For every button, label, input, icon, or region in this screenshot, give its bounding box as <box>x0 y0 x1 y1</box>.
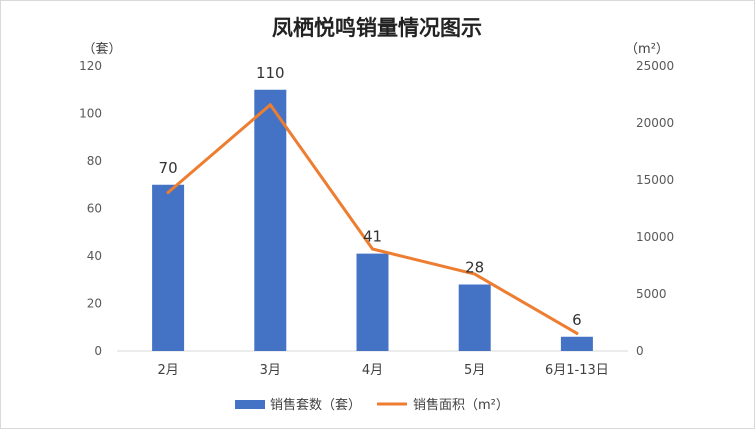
legend-bar-label: 销售套数（套） <box>270 397 361 413</box>
bar <box>254 89 287 351</box>
legend-bar-swatch <box>235 400 265 409</box>
line-point <box>575 331 579 335</box>
y-left-tick-label: 40 <box>87 249 102 263</box>
x-category-label: 6月1-13日 <box>545 363 609 378</box>
x-category-label: 2月 <box>157 363 178 378</box>
line-point <box>268 103 272 107</box>
bar <box>356 253 389 351</box>
y-right-axis: 0 5000 10000 15000 20000 25000 <box>636 59 674 358</box>
line-series <box>166 103 579 335</box>
y-right-tick-label: 15000 <box>636 173 674 187</box>
bar-data-label: 41 <box>363 228 382 246</box>
bar-data-labels: 70 110 41 28 6 <box>159 64 582 329</box>
y-right-tick-label: 5000 <box>636 287 667 301</box>
bar-series <box>152 89 593 351</box>
y-right-tick-label: 25000 <box>636 59 674 73</box>
x-axis-categories: 2月 3月 4月 5月 6月1-13日 <box>157 363 608 378</box>
bar-data-label: 110 <box>256 64 285 82</box>
y-left-tick-label: 120 <box>79 59 102 73</box>
bar <box>458 284 491 351</box>
bar-data-label: 28 <box>465 259 484 277</box>
bar <box>152 184 185 351</box>
y-left-tick-label: 60 <box>87 202 102 216</box>
line-point <box>166 191 170 195</box>
x-category-label: 5月 <box>464 363 485 378</box>
y-right-unit: （m²） <box>625 42 669 57</box>
y-left-unit: （套） <box>82 41 121 57</box>
y-left-tick-label: 80 <box>87 154 102 168</box>
bar <box>560 336 593 351</box>
y-left-tick-label: 100 <box>79 107 102 121</box>
x-category-label: 4月 <box>362 363 383 378</box>
y-right-tick-label: 20000 <box>636 116 674 130</box>
chart-title: 凤栖悦鸣销量情况图示 <box>272 15 482 40</box>
x-category-label: 3月 <box>260 363 281 378</box>
line-point <box>371 247 374 251</box>
y-left-tick-label: 0 <box>94 344 102 358</box>
y-right-tick-label: 10000 <box>636 230 674 244</box>
y-left-tick-label: 20 <box>87 297 102 311</box>
y-left-axis: 0 20 40 60 80 100 120 <box>79 59 102 358</box>
bar-data-label: 70 <box>159 159 178 177</box>
y-right-tick-label: 0 <box>636 344 644 358</box>
legend: 销售套数（套） 销售面积（m²） <box>235 397 509 413</box>
bar-data-label: 6 <box>572 311 582 329</box>
line-point <box>473 272 477 276</box>
legend-line-label: 销售面积（m²） <box>413 397 509 413</box>
